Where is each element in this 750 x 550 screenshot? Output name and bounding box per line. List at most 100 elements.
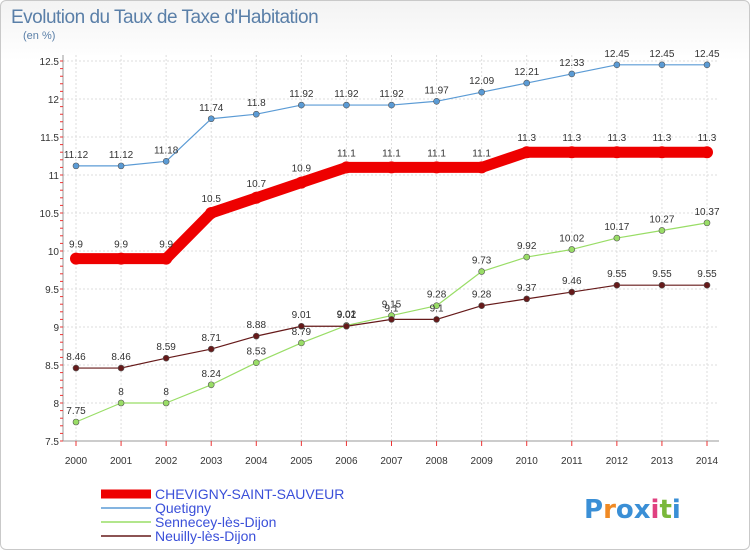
- data-point: [478, 88, 485, 96]
- proxiti-logo: Proxiti: [584, 495, 681, 525]
- data-point: [610, 146, 623, 159]
- data-point: [252, 332, 260, 340]
- x-tick-label: 2013: [651, 456, 674, 467]
- data-point: [388, 101, 395, 109]
- data-point: [250, 191, 263, 204]
- data-label: 10.9: [292, 164, 312, 175]
- data-point: [523, 79, 531, 87]
- data-point: [117, 399, 125, 407]
- data-point: [703, 219, 711, 227]
- y-tick-label: 8.5: [45, 361, 59, 372]
- data-point: [655, 146, 668, 159]
- data-label: 9.92: [517, 241, 537, 252]
- data-label: 11.3: [653, 133, 672, 144]
- data-label: 8.59: [156, 342, 176, 353]
- data-point: [295, 176, 308, 189]
- data-point: [340, 161, 353, 174]
- x-tick-label: 2002: [155, 456, 178, 467]
- x-tick-label: 2014: [696, 456, 719, 467]
- y-tick-label: 11: [49, 171, 60, 182]
- x-tick-label: 2006: [335, 456, 358, 467]
- data-label: 12.09: [469, 76, 494, 87]
- data-point: [433, 302, 440, 310]
- data-label: 10.17: [604, 222, 629, 233]
- data-label: 10.02: [559, 233, 584, 244]
- data-point: [658, 281, 666, 289]
- data-point: [565, 146, 578, 159]
- legend-label: Quetigny: [155, 500, 211, 516]
- data-label: 9.55: [607, 269, 627, 280]
- data-point: [478, 268, 485, 275]
- data-label: 8: [163, 387, 169, 398]
- data-label: 9.46: [562, 276, 582, 287]
- data-point: [207, 345, 215, 353]
- data-point: [568, 70, 576, 78]
- data-label: 11.1: [472, 148, 491, 159]
- data-point: [658, 227, 666, 234]
- data-point: [117, 364, 125, 372]
- data-point: [160, 252, 173, 265]
- data-point: [388, 316, 395, 323]
- data-label: 9.55: [697, 269, 717, 280]
- data-label: 11.92: [379, 89, 404, 100]
- data-label: 11.18: [154, 145, 179, 156]
- data-point: [298, 322, 305, 330]
- data-point: [162, 354, 170, 362]
- y-tick-label: 8: [53, 399, 59, 410]
- data-point: [252, 110, 260, 118]
- y-tick-label: 10.5: [40, 209, 60, 220]
- x-tick-label: 2009: [471, 456, 494, 467]
- data-label: 8.24: [201, 369, 221, 380]
- data-point: [115, 252, 128, 265]
- data-label: 9.1: [385, 303, 399, 314]
- data-label: 11.1: [337, 148, 356, 159]
- logo-text: Proxiti: [584, 495, 681, 525]
- data-point: [701, 146, 713, 159]
- data-point: [523, 253, 531, 261]
- data-point: [475, 161, 488, 174]
- data-label: 11.12: [64, 150, 89, 161]
- data-label: 9.28: [472, 290, 492, 301]
- x-tick-label: 2000: [65, 456, 88, 467]
- y-tick-label: 12: [48, 95, 60, 106]
- data-label: 9.55: [652, 269, 672, 280]
- x-tick-label: 2011: [561, 456, 583, 467]
- data-label: 12.45: [604, 49, 629, 60]
- data-point: [298, 101, 305, 109]
- data-label: 7.75: [66, 406, 86, 417]
- data-label: 11.3: [517, 133, 536, 144]
- legend-label: CHEVIGNY-SAINT-SAUVEUR: [155, 486, 344, 502]
- data-label: 9.73: [472, 256, 492, 267]
- data-label: 8.71: [201, 333, 221, 344]
- data-label: 11.3: [562, 133, 581, 144]
- data-point: [703, 61, 711, 69]
- data-point: [430, 161, 443, 174]
- data-label: 12.45: [694, 49, 719, 60]
- y-tick-label: 7.5: [45, 437, 59, 448]
- y-tick-label: 12.5: [40, 57, 60, 68]
- data-label: 11.3: [607, 133, 626, 144]
- data-label: 11.97: [424, 85, 449, 96]
- data-point: [343, 322, 350, 330]
- data-point: [433, 316, 440, 323]
- data-label: 9.01: [337, 310, 357, 321]
- data-point: [613, 234, 621, 242]
- legend: CHEVIGNY-SAINT-SAUVEURQuetignySennecey-l…: [101, 486, 344, 544]
- data-label: 9.02: [337, 309, 357, 320]
- data-label: 10.37: [694, 207, 719, 218]
- data-label: 12.21: [514, 67, 539, 78]
- x-tick-label: 2005: [290, 456, 313, 467]
- data-label: 8.88: [247, 320, 267, 331]
- data-label: 9.37: [517, 283, 537, 294]
- data-label: 9.28: [427, 290, 447, 301]
- x-tick-label: 2004: [245, 456, 268, 467]
- data-label: 9.9: [159, 240, 173, 251]
- data-label: 11.1: [382, 148, 401, 159]
- data-point: [298, 339, 305, 347]
- data-label: 10.7: [247, 179, 267, 190]
- data-point: [162, 158, 170, 165]
- data-label: 11.3: [698, 133, 717, 144]
